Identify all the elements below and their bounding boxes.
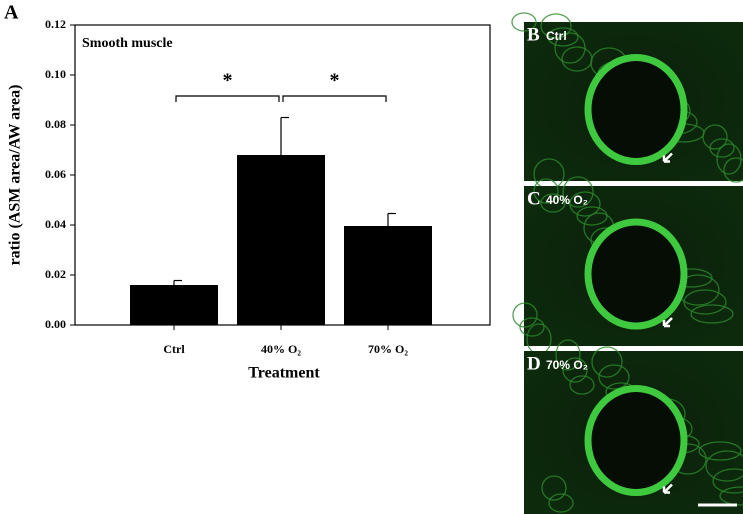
alveolus: [540, 193, 566, 213]
bar: [237, 155, 325, 325]
alveolus: [512, 302, 538, 328]
alveolus: [511, 12, 537, 32]
y-tick-label: 0.04: [45, 217, 66, 231]
y-tick-label: 0.06: [45, 167, 66, 181]
x-tick-label: Ctrl: [163, 342, 185, 356]
significance-bracket: [282, 95, 387, 102]
panel-label: B: [527, 24, 540, 45]
alveolus: [562, 176, 594, 208]
panel-label: C: [527, 188, 541, 209]
alveolus: [569, 375, 595, 395]
panel-caption: Ctrl: [546, 29, 567, 43]
alveolus: [555, 339, 581, 371]
alveolus: [723, 157, 743, 183]
panel-caption: 70% O₂: [546, 358, 588, 372]
panel-label: A: [4, 2, 19, 24]
alveolus: [533, 178, 559, 204]
bar: [130, 285, 218, 325]
arrow: [662, 152, 673, 163]
alveolus: [702, 124, 728, 150]
bar: [344, 226, 432, 325]
x-tick-label: 40% O₂: [261, 342, 301, 356]
x-axis-label: Treatment: [248, 365, 320, 382]
alveolus: [541, 475, 567, 501]
arrow: [662, 317, 673, 328]
micrograph-panel: B Ctrl: [511, 12, 743, 190]
micrograph-panel: C 40% O₂: [512, 176, 743, 355]
alveolus: [598, 364, 630, 390]
alveolus: [712, 468, 743, 494]
alveolus: [698, 441, 742, 461]
panel-caption: 40% O₂: [546, 193, 588, 207]
alveolus: [719, 486, 743, 506]
y-tick-label: 0.10: [45, 67, 66, 81]
alveolus: [683, 289, 727, 315]
alveolus: [547, 27, 579, 47]
alveolus: [591, 346, 623, 378]
arrow: [662, 483, 673, 494]
alveolus: [540, 13, 572, 39]
alveolus: [690, 304, 734, 324]
micrograph-panel: D 70% O₂: [524, 339, 743, 514]
alveolus: [548, 493, 574, 513]
alveolus: [519, 317, 545, 337]
significance-bracket: [175, 95, 280, 102]
y-tick-label: 0.08: [45, 117, 66, 131]
panel-label: D: [527, 353, 541, 374]
alveolus: [554, 32, 586, 64]
airway-lumen: [584, 385, 688, 496]
x-tick-label: 70% O₂: [368, 342, 408, 356]
alveolus: [716, 143, 742, 175]
alveolus: [562, 357, 588, 383]
significance-label: *: [223, 70, 233, 92]
chart-subtitle: Smooth muscle: [82, 36, 173, 51]
y-tick-label: 0.12: [45, 17, 66, 31]
alveolus: [576, 206, 608, 226]
airway-lumen: [584, 54, 688, 165]
y-tick-label: 0.02: [45, 267, 66, 281]
alveolus: [705, 450, 743, 482]
y-axis-label: ratio (ASM area/AW area): [7, 85, 24, 266]
airway-lumen: [584, 218, 688, 330]
y-tick-label: 0.00: [45, 317, 66, 331]
significance-label: *: [330, 70, 340, 92]
